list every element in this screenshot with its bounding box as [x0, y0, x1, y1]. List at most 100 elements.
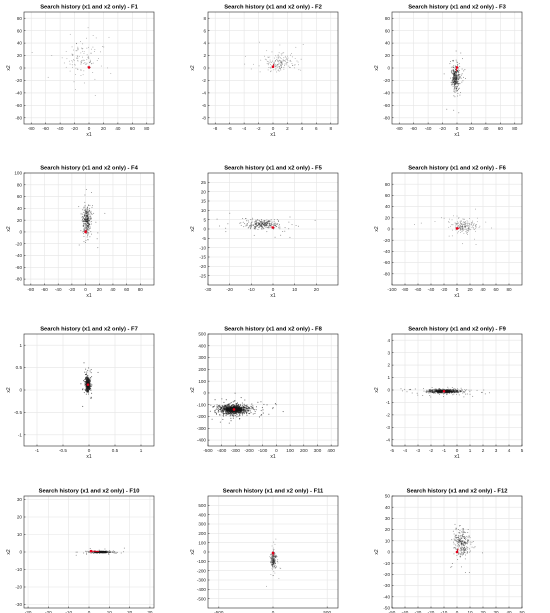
search-point — [80, 61, 82, 63]
search-point — [87, 225, 89, 227]
search-point — [86, 553, 88, 555]
search-point — [456, 223, 457, 225]
search-point — [276, 556, 278, 558]
y-tick-label: 0 — [19, 66, 22, 71]
search-point — [219, 411, 221, 413]
x-tick-label: 0 — [272, 287, 275, 292]
y-tick-label: -20 — [199, 264, 206, 269]
search-point — [80, 74, 82, 76]
search-point — [250, 228, 252, 230]
search-point — [467, 225, 469, 227]
search-point — [227, 413, 229, 415]
search-point — [80, 230, 82, 232]
y-tick-label: -300 — [197, 578, 207, 583]
search-point — [468, 548, 470, 550]
search-point — [451, 69, 453, 71]
search-point — [267, 69, 269, 71]
search-point — [253, 224, 255, 226]
search-point — [268, 413, 270, 415]
x-tick-label: 80 — [506, 287, 512, 292]
y-tick-label: 1 — [19, 343, 22, 348]
search-point — [229, 403, 231, 405]
y-axis-label: x2 — [6, 549, 12, 555]
search-point — [273, 549, 275, 551]
search-point — [452, 390, 454, 392]
search-point — [272, 563, 273, 565]
search-point — [271, 564, 273, 566]
search-point — [88, 382, 91, 385]
search-point — [282, 63, 283, 65]
search-point — [455, 50, 457, 52]
search-point — [272, 560, 274, 562]
search-point — [264, 58, 266, 60]
y-tick-label: 100 — [198, 379, 206, 384]
search-point — [263, 225, 265, 227]
search-point — [273, 559, 275, 561]
search-point — [69, 63, 71, 65]
search-point — [453, 90, 455, 92]
search-point — [250, 68, 252, 70]
search-point — [250, 219, 252, 221]
x-tick-label: -0.5 — [59, 448, 67, 453]
search-point — [274, 566, 276, 567]
x-tick-label: -80 — [402, 287, 409, 292]
search-point — [83, 241, 85, 243]
search-point — [456, 215, 458, 217]
search-point — [85, 212, 87, 214]
y-tick-label: -40 — [383, 249, 390, 254]
search-point — [89, 62, 91, 64]
search-point — [85, 373, 88, 376]
search-point — [87, 239, 89, 241]
search-point — [447, 386, 449, 388]
y-tick-label: 1 — [387, 375, 390, 380]
search-point — [427, 390, 429, 392]
search-point — [471, 221, 473, 223]
search-point — [273, 562, 275, 564]
search-point — [71, 53, 73, 55]
search-point — [461, 390, 463, 392]
search-point — [90, 368, 92, 371]
search-point — [252, 405, 254, 407]
x-tick-label: -20 — [441, 287, 448, 292]
x-tick-label: -20 — [226, 287, 233, 292]
search-point — [271, 564, 273, 566]
search-point — [279, 60, 281, 62]
search-point — [258, 65, 260, 67]
search-point — [90, 219, 92, 221]
search-point — [460, 220, 462, 222]
search-point — [273, 224, 275, 226]
search-point — [458, 540, 460, 542]
search-point — [84, 380, 86, 382]
search-point — [89, 226, 91, 228]
search-point — [83, 63, 85, 64]
search-point — [276, 560, 278, 562]
y-axis-label: x2 — [6, 65, 12, 71]
search-point — [459, 78, 461, 80]
search-point — [472, 395, 474, 397]
search-point — [275, 66, 277, 68]
search-point — [452, 79, 454, 81]
search-point — [272, 556, 274, 558]
search-point — [219, 225, 221, 227]
search-point — [258, 223, 260, 225]
search-point — [273, 564, 275, 566]
search-point — [475, 224, 477, 226]
search-point — [261, 220, 263, 222]
axes-frame — [391, 333, 523, 447]
x-tick-label: -60 — [42, 126, 49, 131]
search-point — [460, 541, 462, 543]
search-point — [271, 554, 273, 556]
search-point — [266, 231, 268, 233]
search-point — [277, 220, 279, 222]
search-point — [294, 64, 296, 66]
axes-frame — [23, 11, 155, 125]
search-point — [259, 41, 260, 43]
x-tick-label: -30 — [415, 610, 422, 613]
search-point — [462, 80, 464, 82]
x-tick-label: -2 — [257, 126, 262, 131]
search-point — [463, 221, 465, 223]
search-point — [274, 560, 276, 562]
search-point — [273, 221, 275, 223]
search-point — [469, 224, 471, 226]
search-point — [455, 69, 457, 71]
